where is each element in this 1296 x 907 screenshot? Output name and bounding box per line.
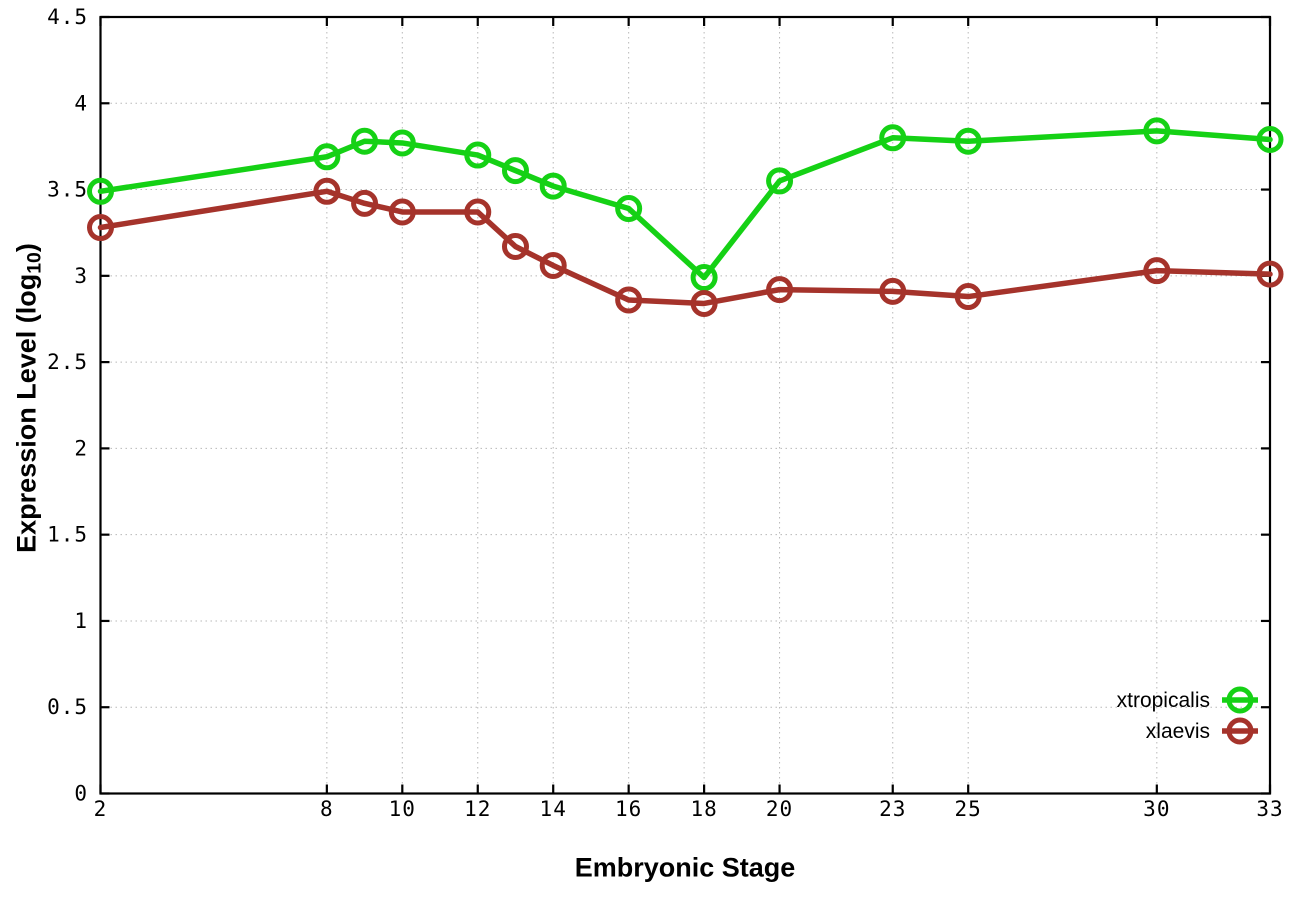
data-point-xlaevis-stage-9: [351, 189, 379, 217]
data-point-xlaevis-stage-25: [954, 283, 982, 311]
legend-label-xtropicalis: xtropicalis: [1117, 689, 1210, 712]
y-axis-label: Expression Level (log10): [11, 243, 46, 553]
x-tick-label-20: 20: [766, 797, 793, 821]
x-tick-label-16: 16: [615, 797, 642, 821]
plot-border: [99, 15, 1272, 795]
y-axis-label-suffix: ): [11, 243, 42, 253]
legend-label-xlaevis: xlaevis: [1146, 720, 1210, 743]
data-point-xlaevis-stage-14: [539, 251, 567, 279]
legend: xtropicalis xlaevis: [1117, 686, 1258, 745]
legend-sample-marker-xtropicalis: [1226, 686, 1254, 714]
data-point-xlaevis-stage-23: [879, 277, 907, 305]
y-axis-label-text: Expression Level (log: [11, 273, 42, 553]
x-axis-label: Embryonic Stage: [574, 852, 796, 883]
x-tick-label-25: 25: [955, 797, 982, 821]
x-tick-label-8: 8: [320, 797, 334, 821]
data-point-xtropicalis-stage-16: [615, 195, 643, 223]
data-point-xlaevis-stage-13: [501, 232, 529, 260]
data-point-xtropicalis-stage-12: [464, 141, 492, 169]
data-point-xtropicalis-stage-33: [1256, 126, 1284, 154]
data-point-xtropicalis-stage-18: [690, 264, 718, 292]
x-tick-label-2: 2: [94, 797, 108, 821]
series-line-xtropicalis: [97, 128, 1273, 281]
y-tick-label-2: 2: [74, 436, 88, 460]
plot-frame: [99, 15, 1272, 795]
x-tick-label-30: 30: [1143, 797, 1170, 821]
y-tick-label-0: 0: [74, 782, 88, 806]
y-tick-label-3.5: 3.5: [47, 178, 88, 202]
data-point-xlaevis-stage-18: [690, 289, 718, 317]
data-point-xtropicalis-stage-10: [388, 129, 416, 157]
y-axis-label-subscript: 10: [23, 252, 46, 274]
y-tick-label-4.5: 4.5: [47, 5, 88, 29]
y-tick-label-4: 4: [74, 91, 88, 115]
x-tick-label-33: 33: [1256, 797, 1283, 821]
series-line-xlaevis: [97, 188, 1273, 307]
data-point-xtropicalis-stage-20: [766, 167, 794, 195]
y-tick-label-1: 1: [74, 609, 88, 633]
legend-entry-xtropicalis: xtropicalis: [1117, 686, 1258, 714]
data-point-xlaevis-stage-16: [615, 286, 643, 314]
y-tick-label-0.5: 0.5: [47, 695, 88, 719]
tick-labels: 2 8 10 12 14 16 18 20 23 25 30 33 0 0.5 1 1.5 2 2.5 3 3.5 4 4…: [47, 5, 1283, 821]
data-point-xtropicalis-stage-25: [954, 127, 982, 155]
x-tick-label-23: 23: [879, 797, 906, 821]
legend-entry-xlaevis: xlaevis: [1146, 717, 1258, 745]
y-tick-label-2.5: 2.5: [47, 350, 88, 374]
x-tick-label-14: 14: [540, 797, 567, 821]
data-point-xtropicalis-stage-14: [539, 172, 567, 200]
legend-sample-marker-xlaevis: [1226, 717, 1254, 745]
y-tick-label-1.5: 1.5: [47, 523, 88, 547]
data-point-xlaevis-stage-8: [313, 177, 341, 205]
data-point-xlaevis-stage-33: [1256, 260, 1284, 288]
data-point-xtropicalis-stage-9: [351, 127, 379, 155]
data-point-xlaevis-stage-30: [1143, 257, 1171, 285]
data-series: [87, 117, 1284, 317]
data-point-xtropicalis-stage-23: [879, 124, 907, 152]
data-point-xtropicalis-stage-13: [501, 157, 529, 185]
x-tick-label-10: 10: [389, 797, 416, 821]
data-point-xtropicalis-stage-8: [313, 143, 341, 171]
data-point-xtropicalis-stage-30: [1143, 117, 1171, 145]
data-point-xtropicalis-stage-2: [87, 177, 114, 205]
x-tick-label-18: 18: [690, 797, 717, 821]
data-point-xlaevis-stage-12: [464, 198, 492, 226]
data-point-xlaevis-stage-10: [388, 198, 416, 226]
y-tick-label-3: 3: [74, 264, 88, 288]
data-point-xlaevis-stage-2: [87, 214, 114, 242]
data-point-xlaevis-stage-20: [766, 276, 794, 304]
x-tick-label-12: 12: [464, 797, 491, 821]
